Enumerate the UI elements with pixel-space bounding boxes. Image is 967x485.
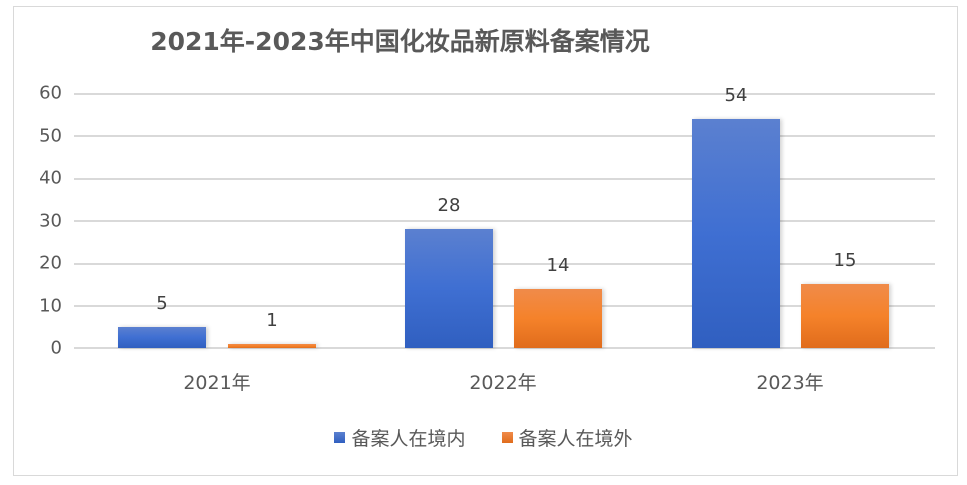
legend-swatch-blue-icon xyxy=(334,432,346,443)
gridline xyxy=(74,220,935,222)
gridline xyxy=(74,135,935,137)
legend-item-overseas[interactable]: 备案人在境外 xyxy=(501,424,633,451)
y-tick-0: 0 xyxy=(50,337,62,359)
y-tick-60: 60 xyxy=(39,82,62,104)
bar-domestic-2021[interactable] xyxy=(118,326,206,348)
data-label-overseas-2022: 14 xyxy=(546,254,570,276)
gridline xyxy=(74,93,935,95)
plot-area: 5 1 28 14 54 15 xyxy=(74,85,935,349)
data-label-overseas-2023: 15 xyxy=(833,250,857,272)
legend: 备案人在境内 备案人在境外 xyxy=(0,424,967,451)
bar-overseas-2021[interactable] xyxy=(228,343,316,348)
bar-domestic-2022[interactable] xyxy=(405,229,493,348)
bar-overseas-2023[interactable] xyxy=(801,284,889,348)
data-label-overseas-2021: 1 xyxy=(266,309,278,331)
data-label-domestic-2023: 54 xyxy=(724,84,748,106)
bar-domestic-2023[interactable] xyxy=(692,118,780,348)
gridline xyxy=(74,263,935,265)
data-label-domestic-2021: 5 xyxy=(156,292,168,314)
y-tick-20: 20 xyxy=(39,252,62,274)
x-axis-line xyxy=(74,347,935,349)
y-tick-10: 10 xyxy=(39,295,62,317)
data-label-domestic-2022: 28 xyxy=(437,195,461,216)
y-tick-40: 40 xyxy=(39,167,62,189)
x-label-2021: 2021年 xyxy=(183,372,251,394)
x-label-2022: 2022年 xyxy=(469,372,537,394)
bar-overseas-2022[interactable] xyxy=(514,288,602,348)
legend-label-domestic: 备案人在境内 xyxy=(351,428,466,450)
chart-title: 2021年-2023年中国化妆品新原料备案情况 xyxy=(150,27,650,56)
y-tick-30: 30 xyxy=(39,210,62,232)
legend-swatch-orange-icon xyxy=(501,432,513,443)
x-label-2023: 2023年 xyxy=(756,372,824,394)
gridline xyxy=(74,305,935,307)
legend-label-overseas: 备案人在境外 xyxy=(518,428,633,450)
gridline xyxy=(74,178,935,180)
legend-item-domestic[interactable]: 备案人在境内 xyxy=(334,424,466,451)
y-tick-50: 50 xyxy=(39,125,62,147)
